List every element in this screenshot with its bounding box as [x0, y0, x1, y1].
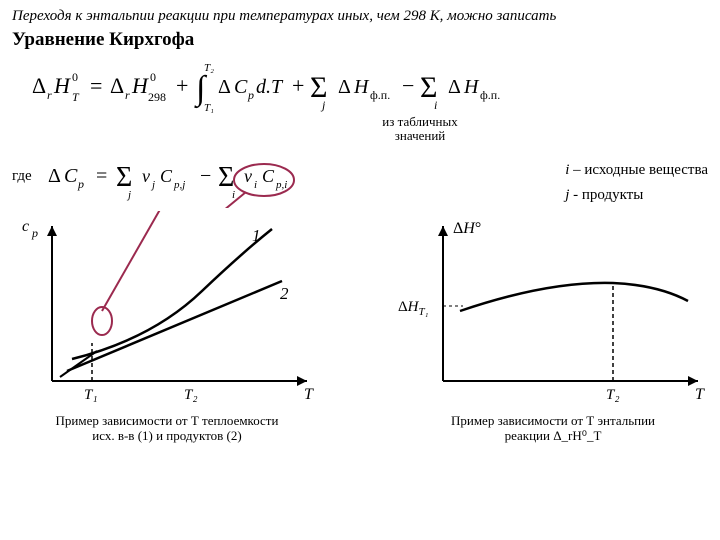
svg-text:p,i: p,i	[275, 179, 287, 191]
svg-text:=: =	[96, 165, 107, 187]
svg-text:H: H	[463, 76, 480, 98]
left-caption: Пример зависимости от Т теплоемкости исх…	[12, 413, 322, 444]
svg-text:H: H	[353, 76, 370, 98]
svg-text:=: =	[90, 73, 102, 98]
svg-text:−: −	[200, 165, 211, 187]
svg-text:C: C	[234, 76, 248, 98]
svg-text:T₂: T₂	[606, 387, 620, 403]
svg-text:2: 2	[280, 284, 289, 303]
svg-text:Δ: Δ	[32, 73, 46, 98]
svg-text:C: C	[64, 165, 78, 187]
right-caption: Пример зависимости от Т энтальпии реакци…	[398, 413, 708, 444]
left-graph: c p T T₁ T₂ 1 2 Пример зависимости от Т …	[12, 211, 322, 444]
right-graph: ΔH° T ΔHT₁ T₂ Пример зависимости от Т эн…	[398, 211, 708, 444]
svg-text:+: +	[292, 73, 304, 98]
svg-text:j: j	[150, 179, 155, 191]
svg-text:i: i	[434, 98, 437, 112]
svg-text:ν: ν	[142, 166, 150, 186]
svg-text:0: 0	[150, 70, 156, 84]
svg-text:ф.п.: ф.п.	[480, 88, 500, 102]
svg-text:C: C	[160, 166, 173, 186]
svg-text:i: i	[232, 189, 235, 201]
svg-text:Δ: Δ	[338, 76, 351, 98]
delta-cp-equation: Δ C p = Σ j ν j C p,j − Σ i ν i C p,i	[40, 148, 350, 208]
svg-text:c: c	[22, 218, 29, 235]
svg-text:C: C	[262, 166, 275, 186]
svg-text:T₂: T₂	[184, 387, 198, 403]
svg-text:+: +	[176, 73, 188, 98]
svg-text:p: p	[77, 177, 84, 191]
svg-text:p: p	[31, 226, 38, 240]
svg-text:0: 0	[72, 70, 78, 84]
svg-text:ν: ν	[244, 166, 252, 186]
svg-text:Δ: Δ	[448, 76, 461, 98]
svg-text:T: T	[72, 90, 80, 104]
svg-text:H: H	[131, 73, 149, 98]
svg-text:1: 1	[252, 226, 261, 245]
svg-text:Δ: Δ	[110, 73, 124, 98]
svg-text:T₂: T₂	[204, 62, 214, 74]
svg-text:T₁: T₁	[204, 102, 214, 114]
intro-text: Переходя к энтальпии реакции при темпера…	[12, 8, 708, 25]
tabular-note: из табличныхзначений	[132, 115, 708, 144]
legend: i – исходные вещества j - продукты	[565, 158, 708, 209]
svg-text:p,j: p,j	[173, 179, 185, 191]
svg-text:d.T: d.T	[256, 76, 284, 98]
svg-text:ΔH°: ΔH°	[453, 220, 481, 237]
svg-text:Δ: Δ	[218, 76, 231, 98]
gde-label: где	[12, 168, 32, 185]
svg-text:r: r	[125, 88, 130, 102]
svg-text:Δ: Δ	[48, 165, 61, 187]
svg-text:i: i	[254, 179, 257, 191]
svg-text:T: T	[695, 386, 705, 403]
svg-text:T: T	[304, 386, 314, 403]
kirchhoff-equation: Δ r H 0 T = Δ r H 0 298 + ∫ T₂ T₁ Δ C p …	[12, 57, 708, 115]
svg-text:r: r	[47, 88, 52, 102]
svg-text:298: 298	[148, 90, 166, 104]
svg-text:p: p	[247, 88, 254, 102]
heading: Уравнение Кирхгофа	[12, 29, 708, 51]
svg-text:H: H	[53, 73, 71, 98]
svg-text:−: −	[402, 73, 414, 98]
svg-text:T₁: T₁	[84, 387, 98, 403]
svg-text:ΔHT₁: ΔHT₁	[398, 299, 429, 318]
svg-text:ф.п.: ф.п.	[370, 88, 390, 102]
